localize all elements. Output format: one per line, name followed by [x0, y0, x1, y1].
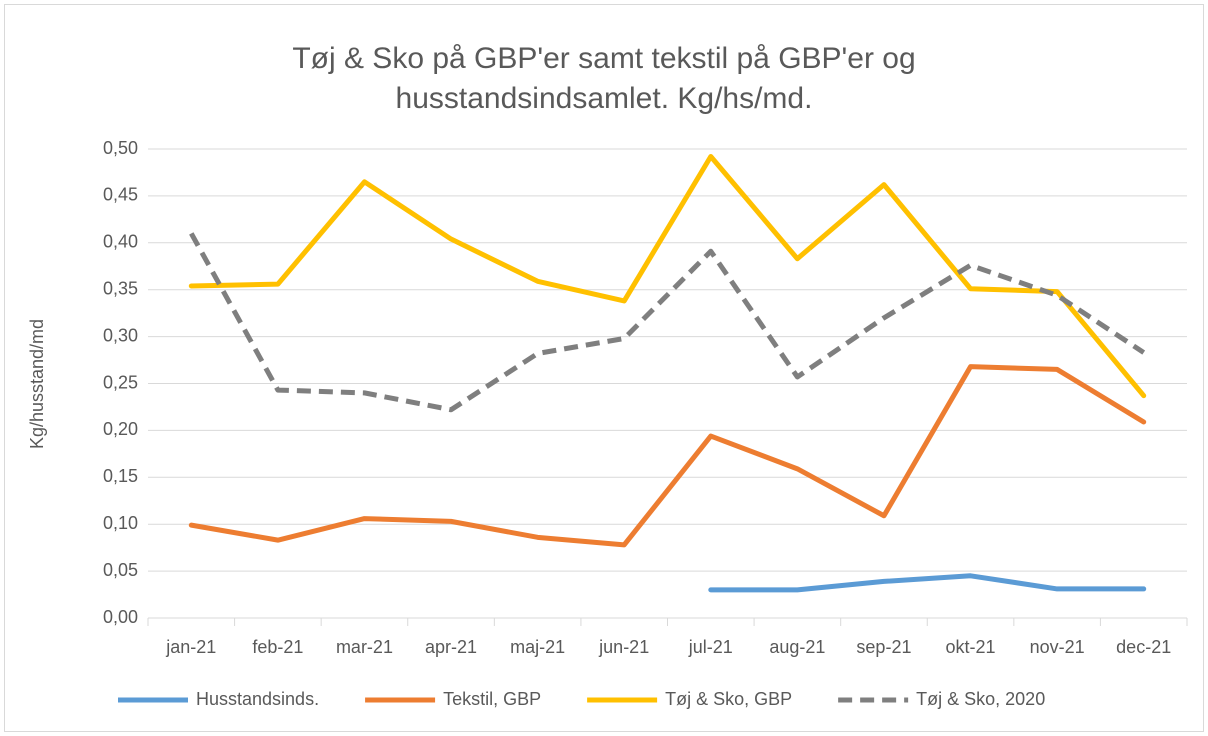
x-tick-label: nov-21	[1030, 637, 1085, 657]
y-tick-label: 0,15	[103, 466, 138, 486]
series-line	[189, 232, 1146, 413]
x-tick-label: aug-21	[769, 637, 825, 657]
x-tick-label: apr-21	[425, 637, 477, 657]
y-tick-label: 0,40	[103, 232, 138, 252]
y-tick-label: 0,10	[103, 513, 138, 533]
y-tick-label: 0,00	[103, 607, 138, 627]
y-tick-label: 0,35	[103, 278, 138, 298]
chart-title: Tøj & Sko på GBP'er samt tekstil på GBP'…	[292, 42, 915, 75]
legend-label: Tekstil, GBP	[443, 689, 541, 709]
legend-label: Tøj & Sko, 2020	[916, 689, 1045, 709]
y-tick-label: 0,30	[103, 325, 138, 345]
series-line	[708, 573, 1147, 593]
y-tick-label: 0,25	[103, 372, 138, 392]
x-tick-label: jul-21	[688, 637, 733, 657]
y-tick-label: 0,20	[103, 419, 138, 439]
x-tick-label: feb-21	[252, 637, 303, 657]
x-tick-label: maj-21	[510, 637, 565, 657]
series-line	[188, 154, 1147, 399]
x-tick-label: jan-21	[165, 637, 216, 657]
y-tick-label: 0,50	[103, 138, 138, 158]
series-line	[188, 364, 1147, 548]
y-axis-label: Kg/husstand/md	[27, 319, 47, 449]
x-tick-label: jun-21	[598, 637, 649, 657]
x-tick-label: sep-21	[856, 637, 911, 657]
y-tick-label: 0,05	[103, 560, 138, 580]
legend-label: Husstandsinds.	[196, 689, 319, 709]
y-tick-label: 0,45	[103, 185, 138, 205]
chart-title: husstandsindsamlet. Kg/hs/md.	[396, 82, 813, 115]
legend-label: Tøj & Sko, GBP	[665, 689, 792, 709]
x-tick-label: mar-21	[336, 637, 393, 657]
x-tick-label: okt-21	[946, 637, 996, 657]
x-tick-label: dec-21	[1116, 637, 1171, 657]
